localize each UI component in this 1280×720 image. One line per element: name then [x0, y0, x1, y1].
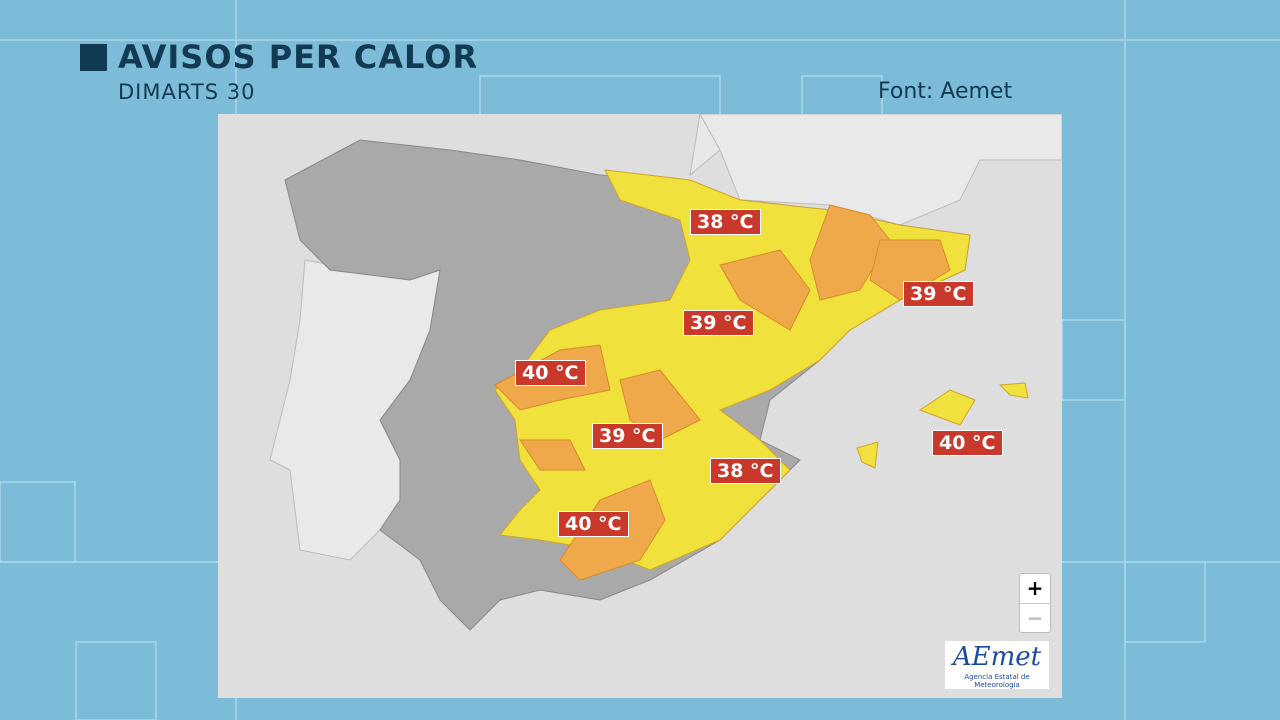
map [218, 114, 1062, 698]
temperature-label: 38 °C [710, 458, 781, 484]
zoom-in[interactable]: + [1020, 574, 1050, 604]
temperature-label: 40 °C [558, 511, 629, 537]
temperature-label: 39 °C [683, 310, 754, 336]
zoom-control: + − [1019, 573, 1051, 633]
logo-caption: Agencia Estatal de Meteorología [964, 673, 1030, 689]
source: Font: Aemet [878, 79, 1013, 104]
logo-name: AEmet [952, 642, 1042, 672]
map-shapes [269, 114, 1062, 631]
zoom-out[interactable]: − [1026, 606, 1044, 630]
temperature-label: 40 °C [932, 430, 1003, 456]
logo: AEmet Agencia Estatal de Meteorología [945, 641, 1049, 689]
title-marker [80, 44, 107, 71]
temperature-label: 38 °C [690, 209, 761, 235]
subtitle: DIMARTS 30 [118, 80, 256, 104]
temperature-label: 40 °C [515, 360, 586, 386]
temperature-label: 39 °C [903, 281, 974, 307]
temperature-label: 39 °C [592, 423, 663, 449]
title: AVISOS PER CALOR [118, 38, 479, 76]
